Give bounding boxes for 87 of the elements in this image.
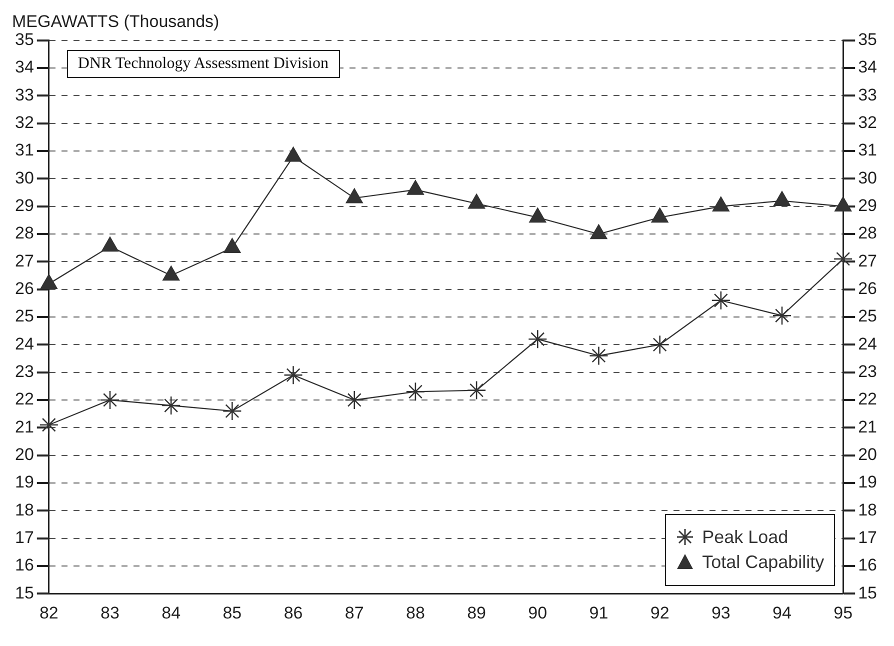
- y-tick-label: 25: [14, 306, 34, 326]
- x-tick-label: 82: [39, 603, 58, 622]
- y-tick-label: 27: [14, 251, 34, 270]
- point: [161, 396, 181, 416]
- x-tick-label: 85: [222, 603, 242, 622]
- point: [39, 415, 59, 435]
- y-tick-label: 17: [14, 528, 34, 547]
- point: [222, 401, 242, 421]
- x-tick-label: 84: [162, 603, 181, 622]
- x-tick-label: 91: [589, 603, 608, 622]
- point: [344, 390, 364, 410]
- point: [284, 365, 303, 385]
- point: [529, 208, 546, 223]
- point: [40, 274, 58, 289]
- x-tick-label: 95: [834, 603, 853, 622]
- point: [589, 346, 608, 366]
- point: [590, 224, 608, 240]
- y-tick-label: 22: [14, 390, 34, 409]
- y2-tick-label: 22: [858, 390, 878, 409]
- point: [528, 329, 548, 349]
- y-tick-label: 18: [14, 500, 34, 520]
- y2-tick-label: 16: [858, 556, 878, 575]
- y2-tick-label: 24: [858, 334, 878, 354]
- point: [406, 382, 426, 402]
- point: [466, 380, 486, 400]
- point: [651, 208, 668, 223]
- point: [834, 196, 852, 212]
- y-tick-label: 31: [14, 140, 34, 160]
- x-tick-label: 88: [406, 603, 425, 622]
- y2-tick-label: 33: [858, 85, 878, 104]
- y-tick-label: 21: [14, 417, 34, 436]
- y2-tick-label: 35: [858, 30, 878, 50]
- y-tick-label: 30: [14, 168, 34, 188]
- y-tick-label: 23: [14, 362, 34, 382]
- point: [162, 266, 180, 281]
- point: [284, 146, 302, 162]
- y-tick-label: 32: [14, 113, 34, 132]
- y2-tick-label: 28: [858, 224, 878, 243]
- point: [346, 188, 363, 204]
- point: [650, 335, 670, 354]
- y2-tick-label: 17: [858, 528, 878, 547]
- y2-tick-label: 32: [858, 113, 878, 132]
- y2-tick-label: 19: [858, 472, 878, 492]
- annotation: DNR Technology Assessment Division: [66, 50, 340, 78]
- y2-tick-label: 30: [858, 168, 878, 188]
- point: [102, 236, 118, 252]
- y-tick-label: 35: [14, 30, 34, 50]
- point: [407, 180, 424, 195]
- point: [468, 194, 485, 209]
- x-tick-label: 92: [650, 603, 670, 622]
- y2-tick-label: 23: [858, 362, 878, 382]
- x-tick-label: 90: [528, 603, 548, 622]
- y2-tick-label: 31: [858, 140, 878, 160]
- y-tick-label: 26: [14, 279, 34, 298]
- point: [712, 196, 730, 212]
- y-tick-label: 15: [14, 583, 34, 602]
- point: [224, 238, 241, 253]
- x-tick-label: 93: [711, 603, 730, 622]
- y-tick-label: 20: [14, 444, 34, 464]
- y2-tick-label: 25: [858, 306, 878, 326]
- y-tick-label: 24: [14, 334, 34, 354]
- y2-tick-label: 34: [858, 58, 878, 77]
- y-tick-label: 16: [14, 556, 34, 575]
- y-tick-label: 29: [14, 196, 34, 216]
- y-tick-label: 28: [14, 224, 34, 243]
- legend-label: Total Capability: [702, 552, 824, 573]
- y2-tick-label: 26: [858, 279, 878, 298]
- y2-tick-label: 18: [858, 500, 878, 520]
- point: [100, 390, 120, 410]
- y-tick-label: 19: [14, 472, 34, 492]
- legend-label: Peak Load: [702, 526, 788, 548]
- x-tick-label: 94: [772, 603, 792, 622]
- y2-tick-label: 21: [858, 417, 878, 436]
- y2-tick-label: 20: [858, 444, 878, 464]
- x-tick-label: 87: [344, 603, 364, 622]
- x-tick-label: 89: [467, 603, 486, 622]
- y-tick-label: 34: [14, 58, 34, 77]
- x-tick-label: 83: [100, 603, 120, 622]
- point: [772, 306, 792, 326]
- x-tick-label: 86: [284, 603, 303, 622]
- y-axis-title: MEGAWATTS (Thousands): [12, 12, 220, 31]
- y2-tick-label: 15: [858, 583, 878, 602]
- y2-tick-label: 27: [858, 251, 878, 270]
- point: [774, 191, 790, 206]
- y2-tick-label: 29: [858, 196, 878, 216]
- point: [711, 290, 731, 310]
- y-tick-label: 33: [14, 85, 34, 104]
